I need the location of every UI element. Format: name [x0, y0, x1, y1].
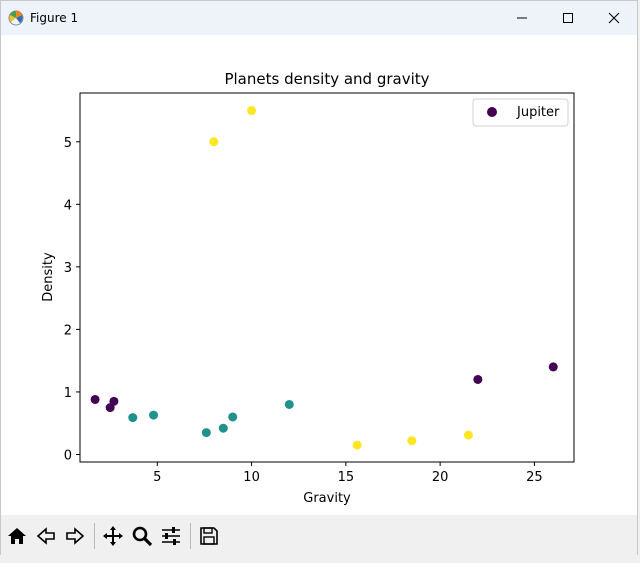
y-axis-label: Density — [41, 252, 56, 302]
window-title: Figure 1 — [30, 11, 79, 25]
x-axis-label: Gravity — [303, 491, 351, 506]
forward-icon — [66, 526, 85, 545]
scatter-chart[interactable]: Planets density and gravity 5 10 15 20 25012… — [1, 35, 639, 515]
y-tick-label: 3 — [64, 261, 72, 276]
y-tick-label: 0 — [64, 448, 72, 463]
scatter-point — [128, 413, 138, 423]
scatter-point — [90, 394, 100, 404]
x-tick-label: 20 — [432, 470, 449, 485]
maximize-icon — [563, 13, 573, 23]
toolbar-separator — [94, 522, 95, 549]
zoom-button[interactable] — [128, 522, 156, 550]
scatter-point — [407, 436, 417, 446]
close-button[interactable] — [591, 1, 637, 35]
back-icon — [36, 526, 55, 545]
pan-icon — [103, 525, 123, 546]
scatter-point — [473, 374, 483, 384]
scatter-point — [352, 440, 362, 450]
x-tick-label: 25 — [526, 470, 543, 485]
scatter-point — [463, 430, 473, 440]
scatter-point — [247, 106, 257, 116]
home-icon — [8, 527, 26, 544]
y-tick-label: 4 — [64, 198, 72, 213]
matplotlib-app-icon — [7, 9, 25, 27]
minimize-button[interactable] — [499, 1, 545, 35]
figure-canvas[interactable]: Planets density and gravity 5 10 15 20 25 0 1 2… — [1, 35, 637, 515]
close-icon — [608, 12, 620, 24]
scatter-point — [209, 137, 219, 147]
save-button[interactable] — [195, 522, 223, 550]
maximize-button[interactable] — [545, 1, 591, 35]
chart-title: Planets density and gravity — [224, 70, 429, 88]
y-tick-label: 1 — [64, 386, 72, 401]
legend: Jupiter — [472, 98, 569, 127]
legend-entry: Jupiter — [516, 105, 560, 120]
pan-button[interactable] — [99, 522, 127, 550]
y-tick-label: 2 — [64, 323, 72, 338]
scatter-point — [228, 412, 238, 422]
scatter-point — [548, 362, 558, 372]
toolbar-separator — [190, 522, 191, 549]
home-button[interactable] — [3, 522, 31, 550]
scatter-point — [201, 428, 211, 438]
scatter-point — [149, 410, 159, 420]
y-tick-label: 5 — [64, 136, 72, 151]
legend-marker — [487, 107, 497, 117]
save-icon — [200, 526, 218, 545]
legend-box — [472, 98, 569, 127]
forward-button[interactable] — [61, 522, 89, 550]
minimize-icon — [517, 17, 527, 19]
navigation-toolbar — [1, 515, 637, 556]
configure-subplots-icon — [162, 526, 180, 545]
title-bar[interactable]: Figure 1 — [1, 1, 637, 35]
scatter-point — [109, 396, 119, 406]
axis-ticks: 5 10 15 20 25 0 1 2 3 4 5 — [64, 136, 543, 485]
data-points — [90, 106, 558, 450]
x-tick-label: 5 — [153, 470, 161, 485]
scatter-point — [218, 423, 228, 433]
scatter-point — [284, 399, 294, 409]
x-tick-label: 15 — [338, 470, 355, 485]
axes-frame — [79, 92, 575, 463]
back-button[interactable] — [32, 522, 60, 550]
zoom-icon — [132, 526, 153, 546]
x-tick-label: 10 — [243, 470, 260, 485]
configure-subplots-button[interactable] — [157, 522, 185, 550]
